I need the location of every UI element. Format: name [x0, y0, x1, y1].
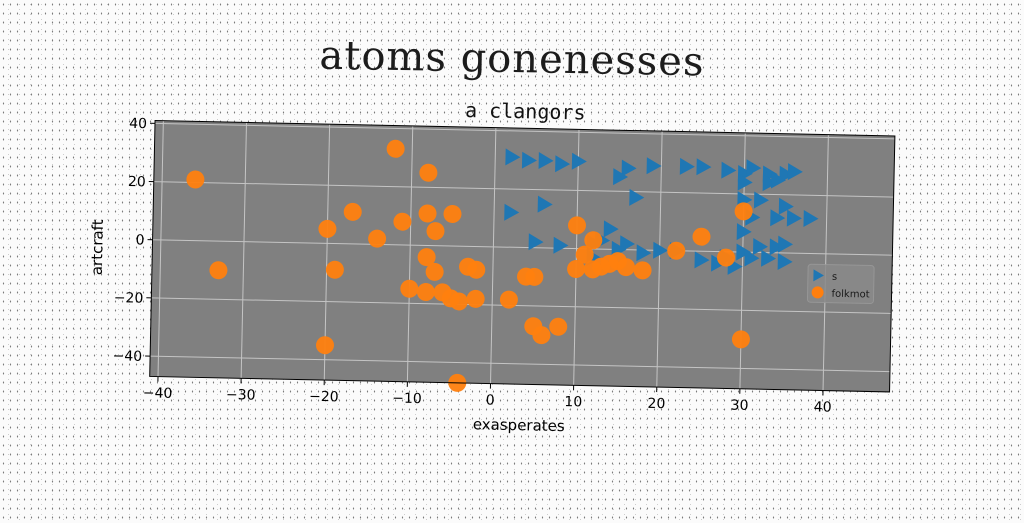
- x-tick-label: −40: [143, 385, 173, 402]
- y-tick-label: −40: [112, 348, 142, 365]
- x-tick-label: −30: [226, 387, 256, 404]
- x-tick-label: 0: [486, 392, 495, 408]
- x-tick-label: 20: [647, 396, 665, 412]
- x-tick-label: 30: [730, 398, 748, 414]
- x-axis-label: exasperates: [473, 415, 565, 435]
- y-tick-label: −20: [114, 290, 144, 307]
- x-tick-label: −10: [392, 391, 422, 408]
- x-tick-label: 40: [814, 399, 832, 415]
- legend: s folkmot: [807, 264, 874, 303]
- legend-label-folkmot: folkmot: [831, 289, 869, 301]
- y-tick-label: 40: [129, 116, 147, 132]
- x-tick-label: −20: [309, 389, 339, 406]
- y-axis-label: artcraft: [88, 219, 107, 275]
- y-tick-label: 20: [128, 174, 146, 190]
- y-tick-label: 0: [135, 232, 144, 248]
- x-tick-label: 10: [564, 394, 582, 410]
- legend-label-s: s: [832, 272, 837, 283]
- chart-subtitle: a clangors: [465, 98, 586, 125]
